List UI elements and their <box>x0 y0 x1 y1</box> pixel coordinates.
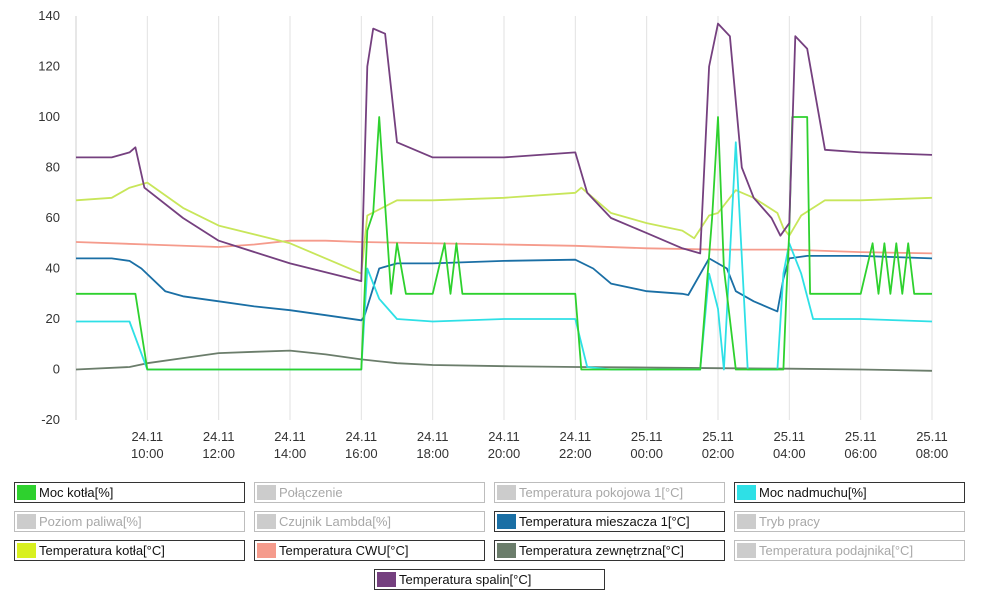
x-tick-label-time: 02:00 <box>702 446 735 461</box>
y-tick-labels: -20 0 20 40 60 80 100 120 140 <box>38 8 60 427</box>
y-tick-label: 120 <box>38 59 60 74</box>
series-line-6 <box>76 22 933 282</box>
legend-swatch <box>737 485 756 500</box>
legend-item[interactable]: Temperatura podajnika[°C] <box>734 540 965 561</box>
x-tick-label-time: 00:00 <box>630 446 663 461</box>
legend-swatch <box>257 514 276 529</box>
y-tick-label: 80 <box>46 160 60 175</box>
line-chart: -20 0 20 40 60 80 100 120 140 24.11 10:00 24.11 12:… <box>38 8 948 461</box>
legend-item[interactable]: Temperatura spalin[°C] <box>374 569 605 590</box>
legend-label: Temperatura pokojowa 1[°C] <box>519 485 684 500</box>
x-tick-label-time: 14:00 <box>274 446 307 461</box>
x-tick-label-date: 24.11 <box>132 429 164 444</box>
legend-swatch <box>17 485 36 500</box>
legend-label: Temperatura CWU[°C] <box>279 543 409 558</box>
series-line-0 <box>75 349 933 372</box>
y-tick-label: -20 <box>41 412 60 427</box>
y-tick-label: 140 <box>38 8 60 23</box>
legend-swatch <box>737 514 756 529</box>
x-tick-label-time: 12:00 <box>202 446 235 461</box>
x-tick-label-time: 06:00 <box>844 446 877 461</box>
x-tick-label-date: 25.11 <box>916 429 948 444</box>
series-line-3 <box>75 181 933 275</box>
legend-swatch <box>497 514 516 529</box>
legend-swatch <box>17 514 36 529</box>
legend-item[interactable]: Moc kotła[%] <box>14 482 245 503</box>
y-tick-label: 100 <box>38 109 60 124</box>
legend-item[interactable]: Połączenie <box>254 482 485 503</box>
legend-item[interactable]: Temperatura pokojowa 1[°C] <box>494 482 725 503</box>
x-tick-label-date: 25.11 <box>774 429 806 444</box>
x-tick-label-date: 25.11 <box>845 429 877 444</box>
x-tick-label-date: 24.11 <box>488 429 520 444</box>
legend-item[interactable]: Tryb pracy <box>734 511 965 532</box>
x-tick-label-date: 24.11 <box>417 429 449 444</box>
legend-label: Połączenie <box>279 485 343 500</box>
series-lines <box>75 22 933 372</box>
x-tick-label-time: 08:00 <box>916 446 949 461</box>
legend-label: Temperatura zewnętrzna[°C] <box>519 543 684 558</box>
legend-label: Temperatura spalin[°C] <box>399 572 532 587</box>
series-line-5 <box>76 116 932 371</box>
legend-swatch <box>17 543 36 558</box>
legend-swatch <box>497 543 516 558</box>
legend-item[interactable]: Temperatura zewnętrzna[°C] <box>494 540 725 561</box>
legend-label: Moc kotła[%] <box>39 485 114 500</box>
legend-label: Tryb pracy <box>759 514 820 529</box>
x-tick-label-date: 24.11 <box>274 429 306 444</box>
legend-swatch <box>497 485 516 500</box>
series-line-2 <box>76 255 933 322</box>
x-tick-label-time: 16:00 <box>345 446 378 461</box>
legend-item[interactable]: Temperatura CWU[°C] <box>254 540 485 561</box>
y-tick-label: 40 <box>46 261 60 276</box>
legend-swatch <box>257 543 276 558</box>
legend-item[interactable]: Temperatura mieszacza 1[°C] <box>494 511 725 532</box>
x-tick-label-date: 24.11 <box>560 429 592 444</box>
x-tick-label-date: 25.11 <box>631 429 663 444</box>
series-line-1 <box>75 239 933 255</box>
legend-label: Temperatura podajnika[°C] <box>759 543 914 558</box>
legend-item[interactable]: Poziom paliwa[%] <box>14 511 245 532</box>
legend-label: Moc nadmuchu[%] <box>759 485 867 500</box>
x-tick-label-date: 25.11 <box>702 429 734 444</box>
legend-label: Poziom paliwa[%] <box>39 514 142 529</box>
x-tick-label-time: 18:00 <box>416 446 449 461</box>
legend-swatch <box>377 572 396 587</box>
x-tick-label-time: 10:00 <box>131 446 164 461</box>
legend-label: Temperatura mieszacza 1[°C] <box>519 514 690 529</box>
y-tick-label: 0 <box>53 362 60 377</box>
legend-item[interactable]: Czujnik Lambda[%] <box>254 511 485 532</box>
y-tick-label: 60 <box>46 210 60 225</box>
grid-lines <box>146 16 933 420</box>
x-tick-label-date: 24.11 <box>203 429 235 444</box>
legend-item[interactable]: Moc nadmuchu[%] <box>734 482 965 503</box>
legend-swatch <box>257 485 276 500</box>
y-tick-label: 20 <box>46 311 60 326</box>
x-tick-label-date: 24.11 <box>346 429 378 444</box>
legend-label: Temperatura kotła[°C] <box>39 543 165 558</box>
legend-swatch <box>737 543 756 558</box>
x-tick-labels: 24.11 10:00 24.11 12:00 24.11 14:00 24.11 16:00… <box>131 429 948 461</box>
legend-item[interactable]: Temperatura kotła[°C] <box>14 540 245 561</box>
x-tick-label-time: 22:00 <box>559 446 592 461</box>
x-tick-label-time: 20:00 <box>488 446 521 461</box>
legend-label: Czujnik Lambda[%] <box>279 514 391 529</box>
x-tick-label-time: 04:00 <box>773 446 806 461</box>
